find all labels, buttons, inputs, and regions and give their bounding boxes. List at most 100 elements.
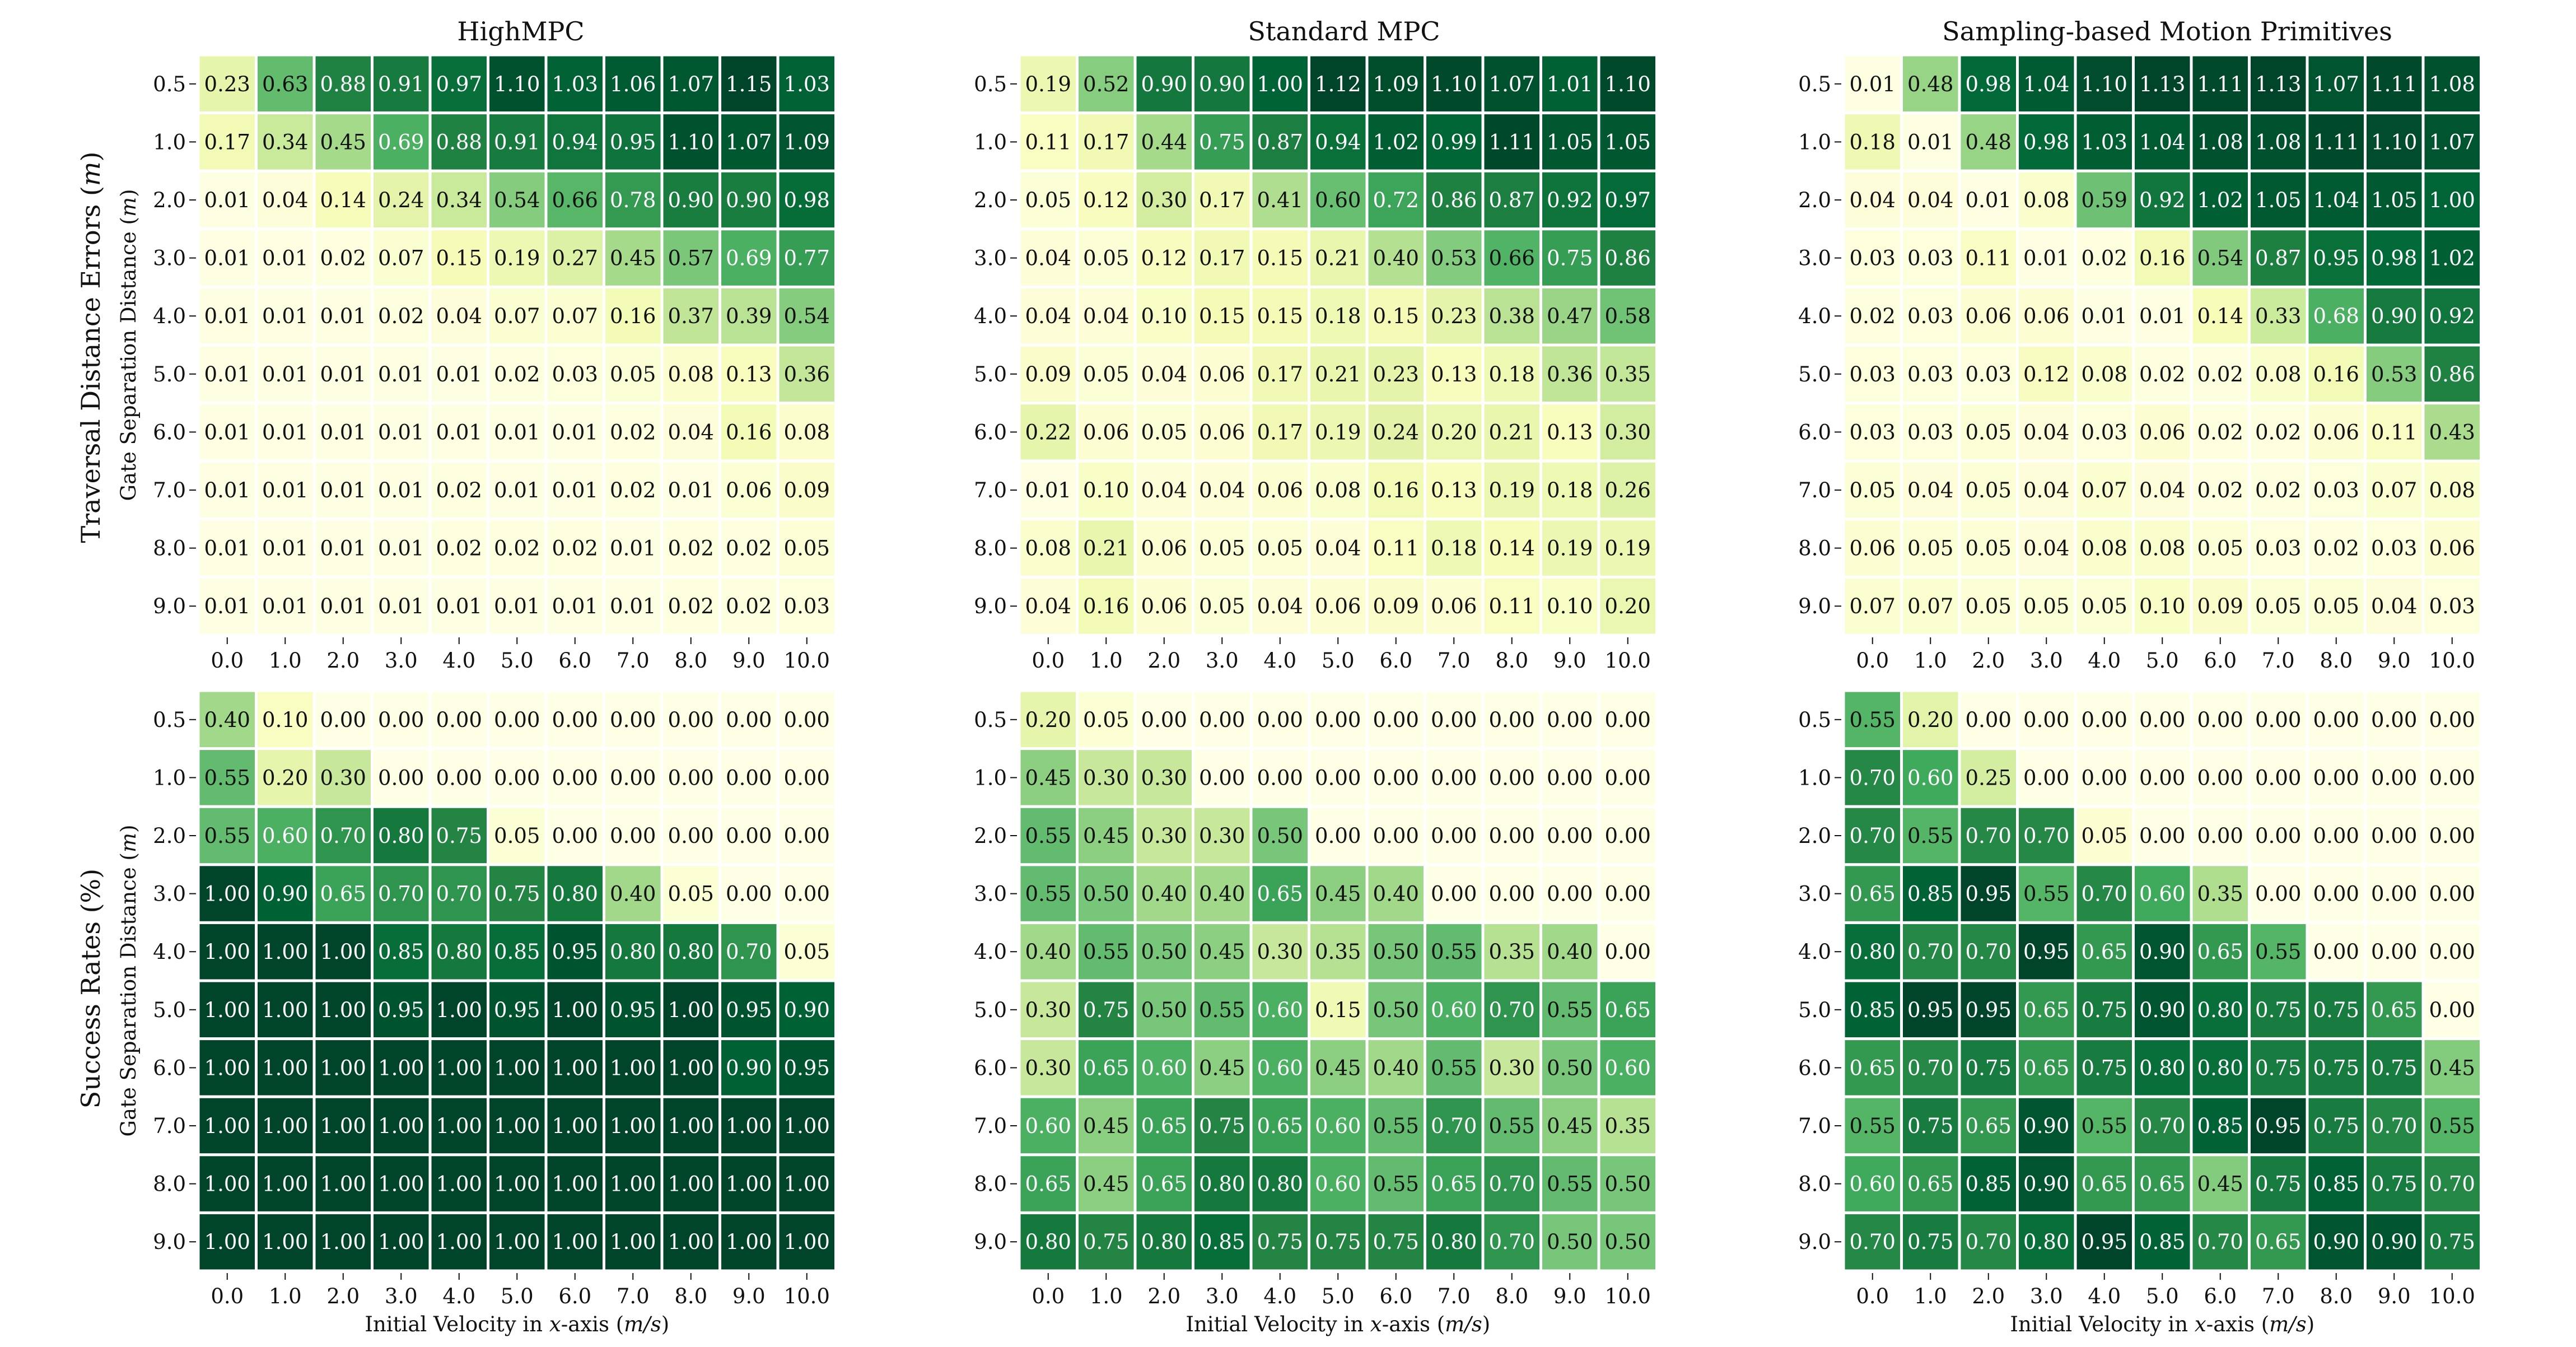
cell-value-label: 0.98	[784, 188, 830, 212]
cell-value-label: 0.01	[262, 594, 308, 618]
cell-value-label: 0.04	[1025, 304, 1071, 328]
heatmap-cell	[2421, 459, 2482, 521]
heatmap-cell	[487, 111, 548, 173]
heatmap-cell	[487, 285, 548, 347]
heatmap-cell	[2190, 518, 2251, 579]
cell-value-label: 1.15	[726, 72, 772, 96]
cell-value-label: 0.75	[1257, 1230, 1303, 1254]
cell-value-label: 0.10	[1141, 304, 1187, 328]
y-tick-label: 3.0	[974, 882, 1007, 906]
cell-value-label: 0.01	[378, 362, 424, 386]
cell-value-label: 0.01	[262, 246, 308, 271]
y-tick-label: 2.0	[153, 188, 186, 212]
cell-value-label: 0.01	[494, 420, 540, 444]
cell-value-label: 0.80	[2139, 1056, 2185, 1080]
heatmap-cell	[2190, 227, 2251, 288]
cell-value-label: 0.00	[1315, 708, 1361, 732]
cell-value-label: 1.00	[204, 1172, 250, 1196]
cell-value-label: 0.07	[494, 304, 540, 328]
cell-value-label: 0.70	[2139, 1114, 2185, 1138]
cell-value-label: 1.00	[204, 1114, 250, 1138]
heatmap-cell	[2074, 1037, 2135, 1098]
cell-value-label: 0.95	[784, 1056, 830, 1080]
cell-value-label: 0.09	[784, 478, 830, 502]
cell-value-label: 0.55	[1547, 998, 1593, 1022]
cell-value-label: 0.00	[1605, 882, 1651, 906]
x-tick-label: 5.0	[1322, 649, 1355, 673]
cell-value-label: 0.14	[2197, 304, 2243, 328]
heatmap-cell	[1076, 459, 1137, 521]
cell-value-label: 1.00	[204, 998, 250, 1022]
x-tick-label: 6.0	[558, 1284, 591, 1308]
heatmap-cell	[1365, 863, 1426, 924]
cell-value-label: 0.65	[1431, 1172, 1477, 1196]
cell-value-label: 0.35	[2197, 882, 2243, 906]
cell-value-label: 0.53	[2371, 362, 2417, 386]
cell-value-label: 0.33	[2255, 304, 2301, 328]
cell-value-label: 0.00	[1489, 708, 1535, 732]
heatmap-cell	[371, 575, 432, 637]
heatmap-cell	[1249, 402, 1310, 463]
cell-value-label: 1.00	[262, 940, 308, 964]
cell-value-label: 0.06	[1315, 594, 1361, 618]
heatmap-cell	[544, 747, 605, 808]
heatmap-cell	[2421, 1095, 2482, 1157]
x-tick-label: 1.0	[1090, 649, 1123, 673]
x-tick-label: 4.0	[442, 649, 475, 673]
cell-value-label: 0.60	[1850, 1172, 1896, 1196]
cell-value-label: 1.00	[262, 1056, 308, 1080]
y-tick-label: 7.0	[1798, 478, 1831, 502]
cell-value-label: 0.00	[436, 766, 482, 790]
heatmap-cell	[1539, 1037, 1600, 1098]
x-tick-label: 4.0	[1263, 649, 1296, 673]
cell-value-label: 0.11	[2371, 420, 2417, 444]
y-tick-label: 2.0	[153, 824, 186, 848]
cell-value-label: 1.10	[494, 72, 540, 96]
x-tick-label: 5.0	[1322, 1284, 1355, 1308]
y-tick-label: 9.0	[1798, 1230, 1831, 1254]
cell-value-label: 0.55	[1489, 1114, 1535, 1138]
cell-value-label: 0.50	[1605, 1230, 1651, 1254]
cell-value-label: 0.02	[2082, 246, 2127, 271]
x-tick-label: 3.0	[385, 649, 418, 673]
heatmap-cell	[197, 1037, 258, 1098]
cell-value-label: 1.00	[436, 998, 482, 1022]
cell-value-label: 0.00	[2313, 882, 2359, 906]
cell-value-label: 1.06	[610, 72, 656, 96]
x-tick-label: 8.0	[1495, 1284, 1528, 1308]
cell-value-label: 0.65	[1257, 882, 1303, 906]
heatmap-cell	[1308, 459, 1369, 521]
cell-value-label: 0.04	[1025, 594, 1071, 618]
cell-value-label: 0.05	[610, 362, 656, 386]
heatmap-cell	[1424, 575, 1485, 637]
x-tick-label: 1.0	[1914, 649, 1947, 673]
cell-value-label: 0.05	[1199, 537, 1245, 561]
y-tick-label: 7.0	[974, 1114, 1007, 1138]
cell-value-label: 0.45	[1083, 1172, 1129, 1196]
heatmap-cell	[718, 285, 780, 347]
cell-value-label: 1.05	[1547, 130, 1593, 154]
cell-value-label: 0.47	[1547, 304, 1593, 328]
cell-value-label: 0.01	[436, 420, 482, 444]
heatmap-cell	[255, 1095, 316, 1157]
x-tick-label: 3.0	[2030, 649, 2063, 673]
cell-value-label: 0.00	[2313, 766, 2359, 790]
cell-value-label: 0.55	[204, 824, 250, 848]
cell-value-label: 0.05	[494, 824, 540, 848]
cell-value-label: 1.00	[204, 1056, 250, 1080]
heatmap-cell	[544, 979, 605, 1041]
cell-value-label: 0.75	[2255, 998, 2301, 1022]
cell-value-label: 0.00	[1315, 766, 1361, 790]
cell-value-label: 1.00	[784, 1172, 830, 1196]
heatmap-cell	[776, 747, 837, 808]
heatmap-cell	[197, 459, 258, 521]
cell-value-label: 0.01	[378, 537, 424, 561]
cell-value-label: 1.00	[262, 1114, 308, 1138]
y-tick-label: 3.0	[1798, 246, 1831, 271]
heatmap-cell	[487, 402, 548, 463]
heatmap-cell	[2132, 747, 2193, 808]
y-tick-label: 1.0	[974, 766, 1007, 790]
heatmap-cell	[1900, 111, 1961, 173]
heatmap-cell	[1308, 1211, 1369, 1273]
cell-value-label: 0.16	[610, 304, 656, 328]
